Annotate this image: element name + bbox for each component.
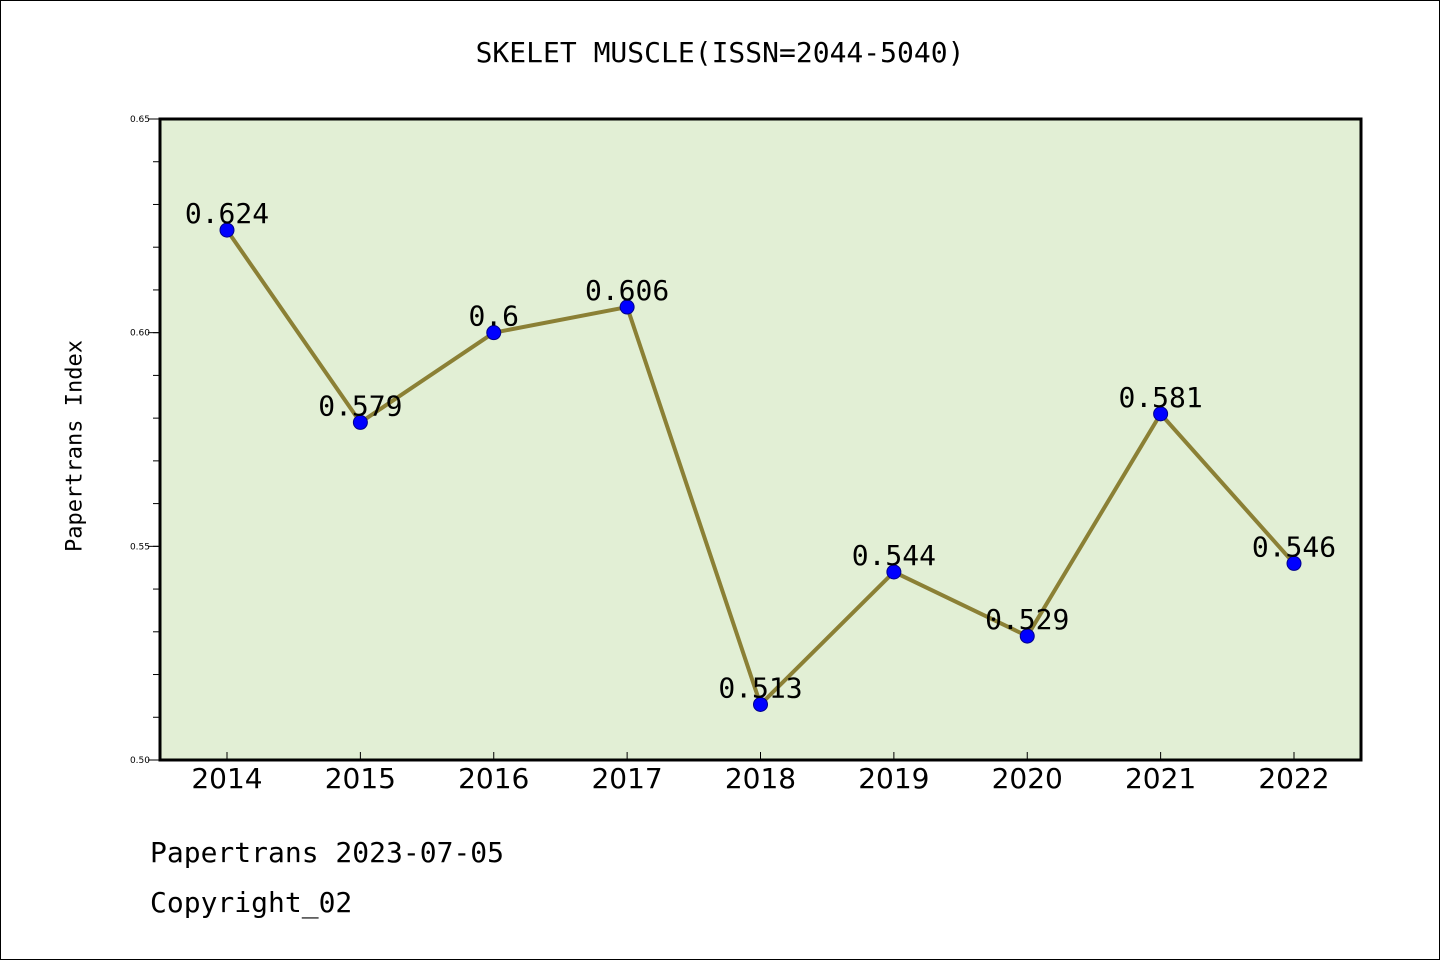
y-tick-label: 0.55 (130, 542, 150, 552)
data-point (486, 325, 502, 341)
data-point (619, 299, 635, 315)
x-tick-label: 2019 (858, 762, 929, 795)
chart-title: SKELET MUSCLE(ISSN=2044-5040) (475, 36, 965, 69)
data-label: 0.581 (1118, 381, 1202, 414)
data-label: 0.579 (318, 389, 402, 422)
data-point (753, 696, 768, 712)
data-label: 0.624 (185, 197, 269, 230)
data-point (1019, 628, 1035, 644)
data-markers (219, 222, 1302, 712)
data-point (219, 222, 235, 238)
data-point (1286, 555, 1302, 571)
x-tick-label: 2018 (725, 762, 796, 795)
x-tick-label: 2022 (1258, 762, 1329, 795)
data-point (352, 414, 368, 430)
data-point (1153, 406, 1169, 422)
x-tick-label: 2021 (1125, 762, 1196, 795)
plot-frame (158, 117, 1363, 762)
y-tick-label: 0.60 (130, 329, 150, 339)
x-tick-label: 2015 (325, 762, 396, 795)
y-tick-label: 0.50 (130, 756, 150, 766)
x-tick-label: 2017 (591, 762, 662, 795)
plot-area (160, 119, 1361, 760)
y-axis-ticks: 0.50 0.55 0.60 0.65 (130, 115, 160, 766)
data-label: 0.513 (718, 671, 802, 704)
x-tick-label: 2014 (191, 762, 262, 795)
data-label: 0.546 (1252, 530, 1336, 563)
data-label: 0.6 (468, 300, 519, 333)
footer-date: Papertrans 2023-07-05 (150, 836, 505, 869)
x-tick-label: 2016 (458, 762, 529, 795)
data-label: 0.529 (985, 603, 1069, 636)
y-tick-label: 0.65 (130, 115, 150, 125)
x-axis-ticks: 2014 2015 2016 2017 2018 2019 2020 2021 2022 (191, 752, 1330, 795)
data-label: 0.606 (585, 274, 669, 307)
footer-copyright: Copyright_02 (150, 886, 353, 919)
x-tick-label: 2020 (992, 762, 1063, 795)
data-label: 0.544 (852, 539, 936, 572)
data-point (886, 564, 902, 580)
data-labels: 0.624 0.579 0.6 0.606 0.513 0.544 0.529 0.581 0.… (185, 197, 1336, 704)
